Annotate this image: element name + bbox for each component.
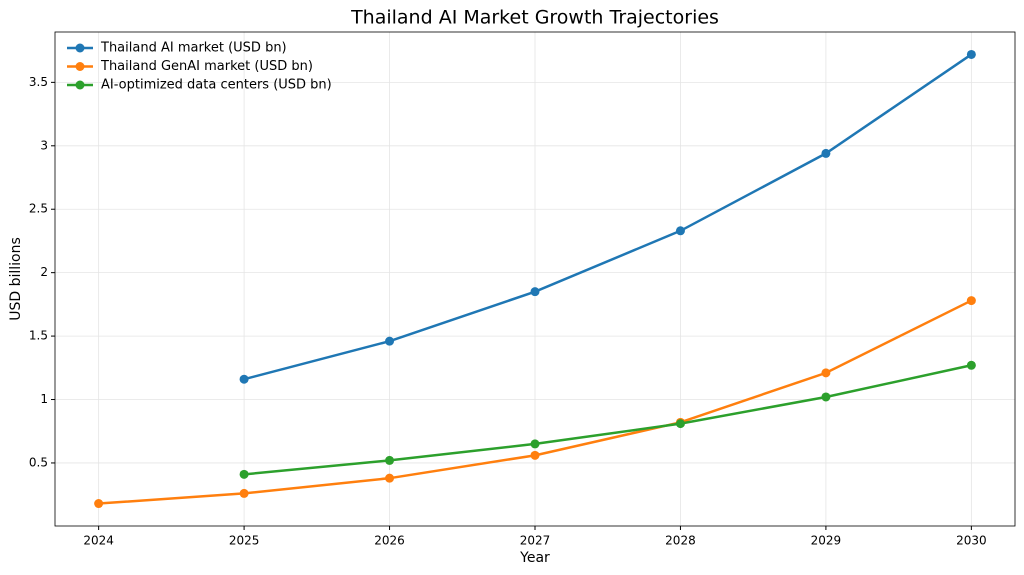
data-point	[675, 226, 685, 236]
x-tick-label: 2026	[374, 534, 405, 548]
data-point	[385, 455, 395, 465]
legend-marker	[75, 62, 85, 71]
data-point	[239, 469, 249, 479]
data-point	[675, 419, 685, 429]
data-point	[821, 148, 831, 158]
x-tick-label: 2029	[811, 534, 842, 548]
plot-frame	[54, 31, 1016, 527]
y-tick-label: 3.5	[29, 75, 48, 89]
data-point	[94, 499, 104, 509]
y-tick-label: 2.5	[29, 202, 48, 216]
data-point	[530, 287, 540, 297]
data-point	[239, 488, 249, 498]
x-tick-label: 2027	[520, 534, 551, 548]
data-point	[966, 360, 976, 370]
legend-label: Thailand AI market (USD bn)	[100, 41, 287, 56]
legend-label: Thailand GenAI market (USD bn)	[100, 59, 313, 74]
data-point	[239, 374, 249, 384]
legend-marker	[75, 80, 85, 90]
chart-title: Thailand AI Market Growth Trajectories	[350, 7, 719, 29]
y-tick-label: 1.5	[29, 329, 48, 343]
data-point	[966, 296, 976, 306]
y-tick-label: 2	[40, 265, 48, 279]
x-tick-label: 2030	[956, 534, 987, 548]
y-axis-label: USD billions	[8, 237, 24, 321]
data-point	[530, 439, 540, 449]
data-point	[821, 392, 831, 402]
data-point	[821, 368, 831, 378]
data-point	[385, 336, 395, 346]
data-point	[530, 450, 540, 460]
x-tick-label: 2028	[665, 534, 696, 548]
y-tick-label: 0.5	[29, 455, 48, 469]
y-tick-label: 3	[40, 138, 48, 152]
x-tick-label: 2024	[83, 534, 114, 548]
series-line	[243, 364, 972, 476]
legend-label: AI-optimized data centers (USD bn)	[101, 78, 332, 93]
data-point	[966, 49, 976, 59]
x-axis-label: Year	[519, 550, 550, 566]
series-line	[243, 53, 973, 381]
y-tick-label: 1	[40, 392, 48, 406]
x-tick-label: 2025	[229, 534, 260, 548]
data-point	[385, 473, 395, 483]
legend-marker	[75, 43, 85, 53]
